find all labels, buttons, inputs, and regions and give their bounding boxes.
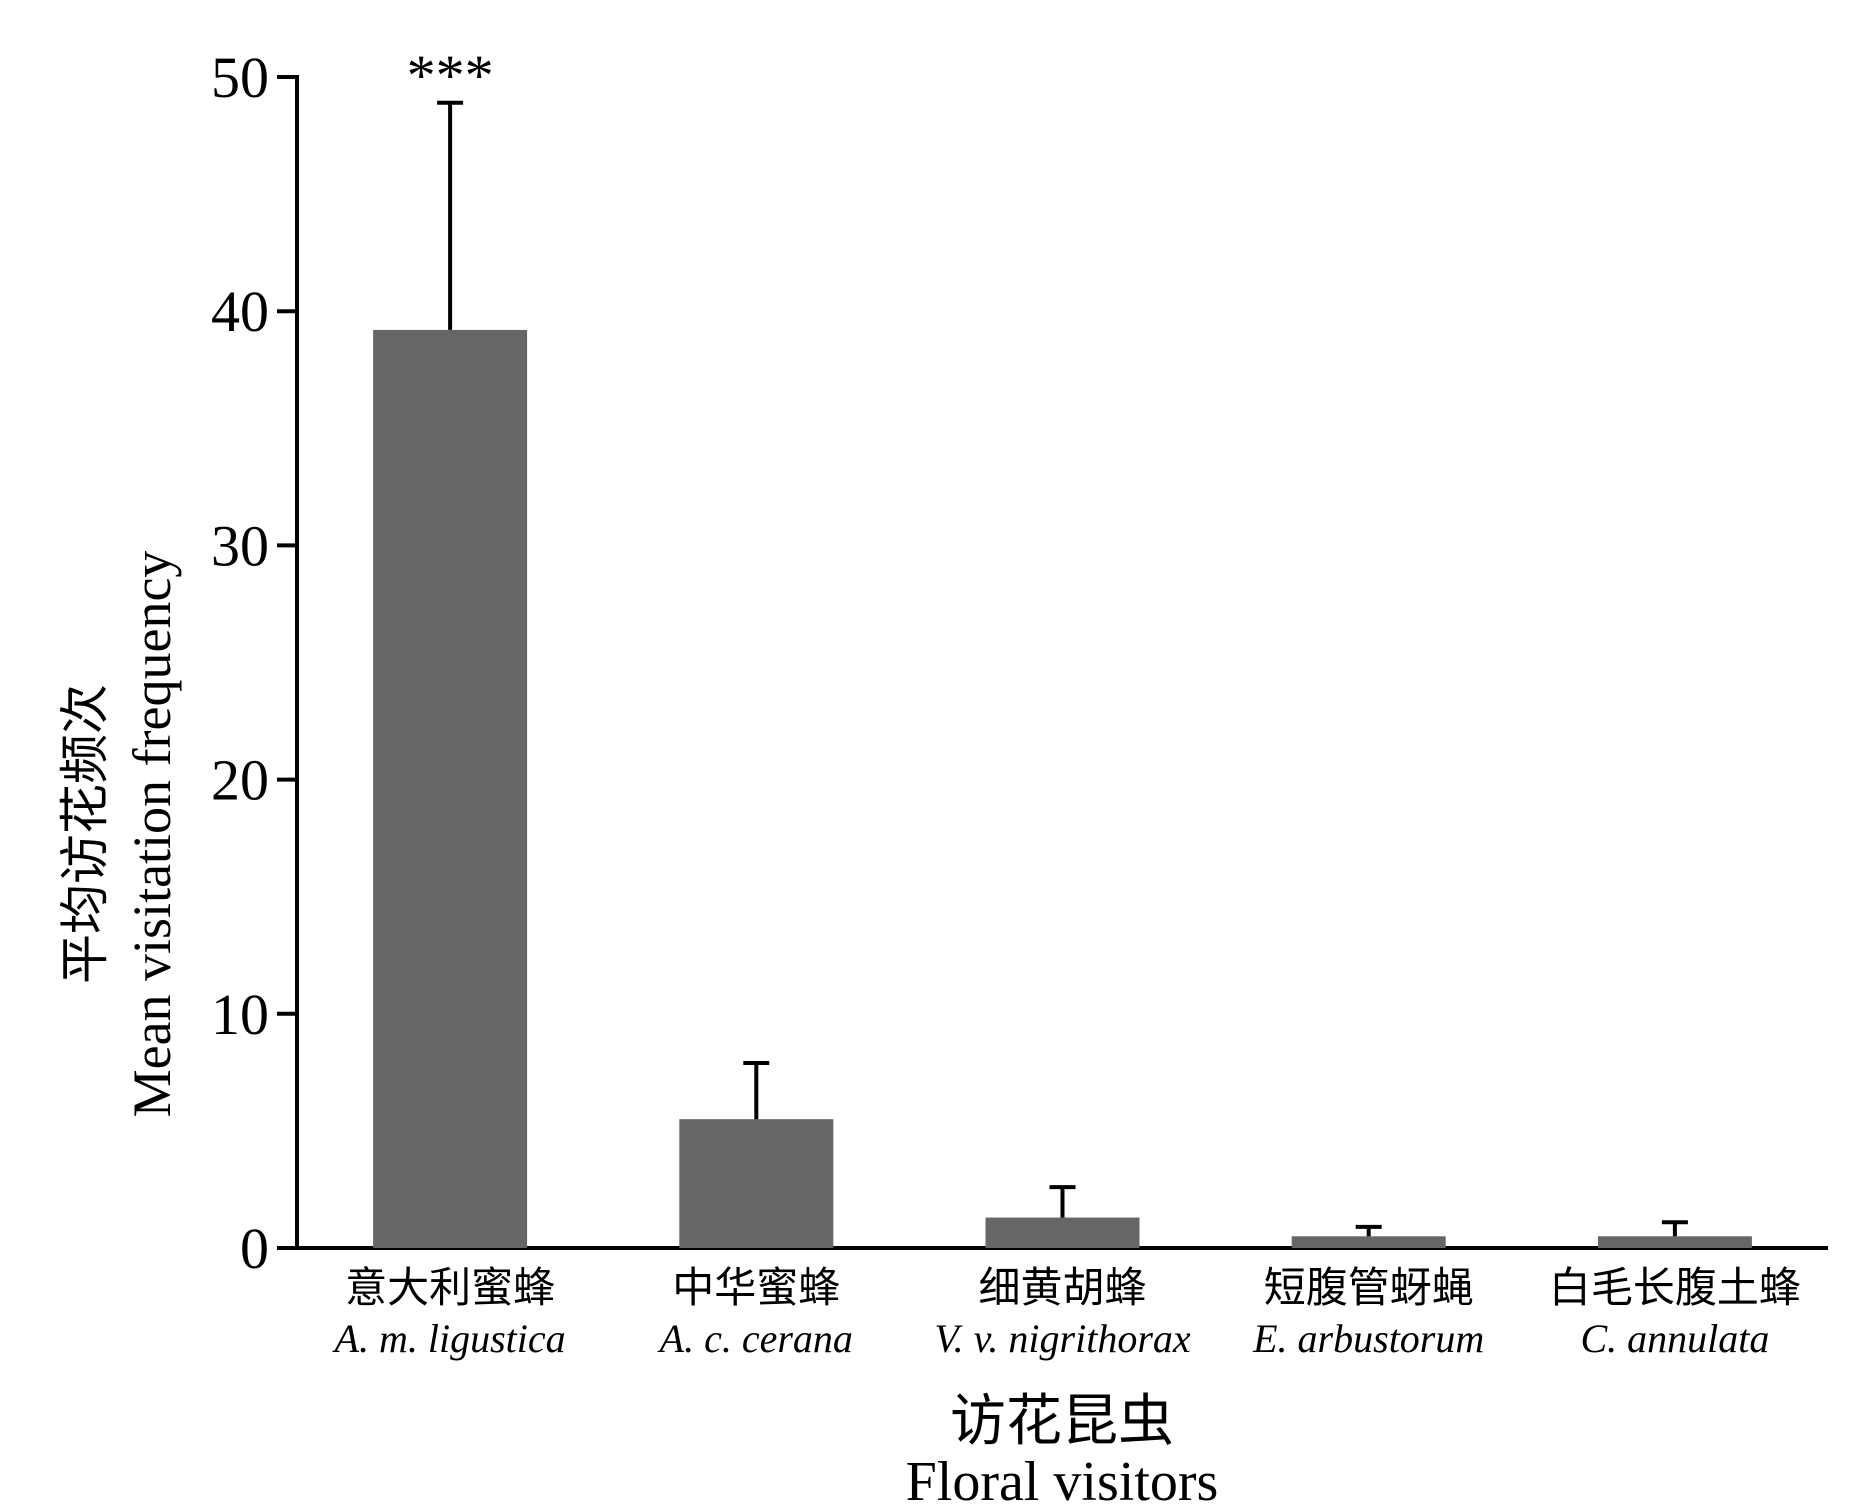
x-axis-title-en: Floral visitors bbox=[906, 1451, 1219, 1512]
error-bars bbox=[437, 100, 1688, 1237]
y-axis-title-zh: 平均访花频次 bbox=[56, 684, 114, 984]
y-tick-label-20: 20 bbox=[211, 748, 269, 813]
y-tick-label-10: 10 bbox=[211, 982, 269, 1047]
y-tick-label-40: 40 bbox=[211, 279, 269, 344]
category-label-zh-2: 细黄胡蜂 bbox=[978, 1263, 1146, 1312]
category-label-en-3: E. arbustorum bbox=[1252, 1316, 1484, 1361]
category-label-en-1: A. c. cerana bbox=[657, 1316, 853, 1361]
y-tick-label-0: 0 bbox=[240, 1216, 269, 1281]
category-label-zh-3: 短腹管蚜蝇 bbox=[1264, 1263, 1474, 1312]
significance-annotation-0: *** bbox=[407, 43, 494, 108]
bars bbox=[373, 329, 1752, 1248]
bar-3 bbox=[1291, 1236, 1446, 1248]
axes: 0 10 20 30 40 50 bbox=[211, 45, 1828, 1281]
bar-1 bbox=[679, 1119, 834, 1248]
y-axis-title: 平均访花频次 Mean visitation frequency bbox=[56, 551, 182, 1118]
x-axis-title-zh: 访花昆虫 bbox=[950, 1389, 1174, 1454]
category-label-zh-4: 白毛长腹土蜂 bbox=[1549, 1263, 1801, 1312]
bar-0 bbox=[373, 329, 528, 1248]
category-label-en-0: A. m. ligustica bbox=[332, 1316, 566, 1361]
bar-2 bbox=[985, 1217, 1140, 1248]
category-label-en-4: C. annulata bbox=[1580, 1316, 1769, 1361]
category-label-en-2: V. v. nigrithorax bbox=[934, 1316, 1191, 1361]
y-axis-title-en: Mean visitation frequency bbox=[122, 551, 182, 1118]
y-tick-label-30: 30 bbox=[211, 513, 269, 578]
category-label-zh-0: 意大利蜜蜂 bbox=[345, 1263, 555, 1312]
category-label-zh-1: 中华蜜蜂 bbox=[672, 1263, 840, 1312]
bar-4 bbox=[1597, 1236, 1752, 1248]
y-tick-label-50: 50 bbox=[211, 45, 269, 110]
